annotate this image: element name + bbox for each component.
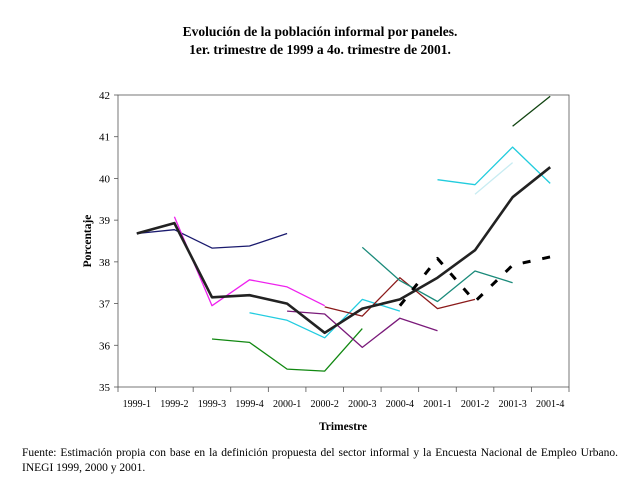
y-tick-label: 38 bbox=[99, 257, 111, 269]
series-line-5: Panel 2000-1 bbox=[287, 310, 438, 349]
y-tick-label: 41 bbox=[99, 132, 110, 144]
x-tick-label: 1999-3 bbox=[198, 399, 226, 410]
series-line-10: Panel 2001-2 bbox=[474, 162, 514, 195]
series-line-11: Panel 2001-3 bbox=[512, 95, 551, 127]
y-axis-ticks: 35 36 37 38 39 40 41 42 bbox=[99, 90, 118, 394]
source-note: Fuente: Estimación propia con base en la… bbox=[22, 447, 618, 474]
series-line-9: Panel 2001-1 bbox=[437, 146, 551, 186]
y-tick-label: 42 bbox=[99, 90, 110, 102]
x-tick-label: 2000-4 bbox=[386, 399, 414, 410]
series-line-6: Panel 2000-2 bbox=[324, 277, 476, 317]
y-tick-label: 40 bbox=[99, 173, 111, 185]
plot-area bbox=[117, 94, 570, 388]
y-tick-label: 39 bbox=[99, 215, 111, 227]
x-tick-label: 2000-2 bbox=[311, 399, 339, 410]
x-tick-label: 2000-1 bbox=[273, 399, 301, 410]
chart-title: Evolución de la población informal por p… bbox=[182, 24, 458, 39]
y-tick-label: 37 bbox=[99, 299, 111, 311]
x-tick-label: 1999-2 bbox=[160, 399, 188, 410]
series-layer: Panel 1999-1Panel 1999-2Panel 1999-3Pane… bbox=[136, 95, 552, 372]
series-line-7: Panel 2000-3 bbox=[361, 246, 513, 303]
series-line-1: Panel 1999-1 bbox=[136, 229, 288, 249]
y-tick-label: 36 bbox=[99, 340, 111, 352]
series-line-12: Total bbox=[136, 166, 552, 335]
series-line-2: Panel 1999-2 bbox=[173, 216, 325, 307]
chart-subtitle: 1er. trimestre de 1999 a 4o. trimestre d… bbox=[189, 42, 451, 57]
series-line-4: Panel 1999-4 bbox=[211, 328, 363, 372]
x-tick-label: 1999-4 bbox=[235, 399, 263, 410]
y-tick-label: 35 bbox=[99, 382, 111, 394]
series-line-8: Panel 2000-4 bbox=[398, 255, 551, 307]
x-tick-label: 2001-4 bbox=[536, 399, 564, 410]
x-tick-label: 2001-2 bbox=[461, 399, 489, 410]
x-tick-label: 2001-3 bbox=[498, 399, 526, 410]
x-tick-label: 2001-1 bbox=[423, 399, 451, 410]
x-tick-label: 1999-1 bbox=[123, 399, 151, 410]
x-axis-label: Trimestre bbox=[319, 421, 367, 433]
y-axis-label: Porcentaje bbox=[82, 215, 94, 268]
x-axis-ticks: 1999-1 1999-2 1999-3 1999-4 2000-1 2000-2 2000… bbox=[117, 387, 570, 410]
x-tick-label: 2000-3 bbox=[348, 399, 376, 410]
